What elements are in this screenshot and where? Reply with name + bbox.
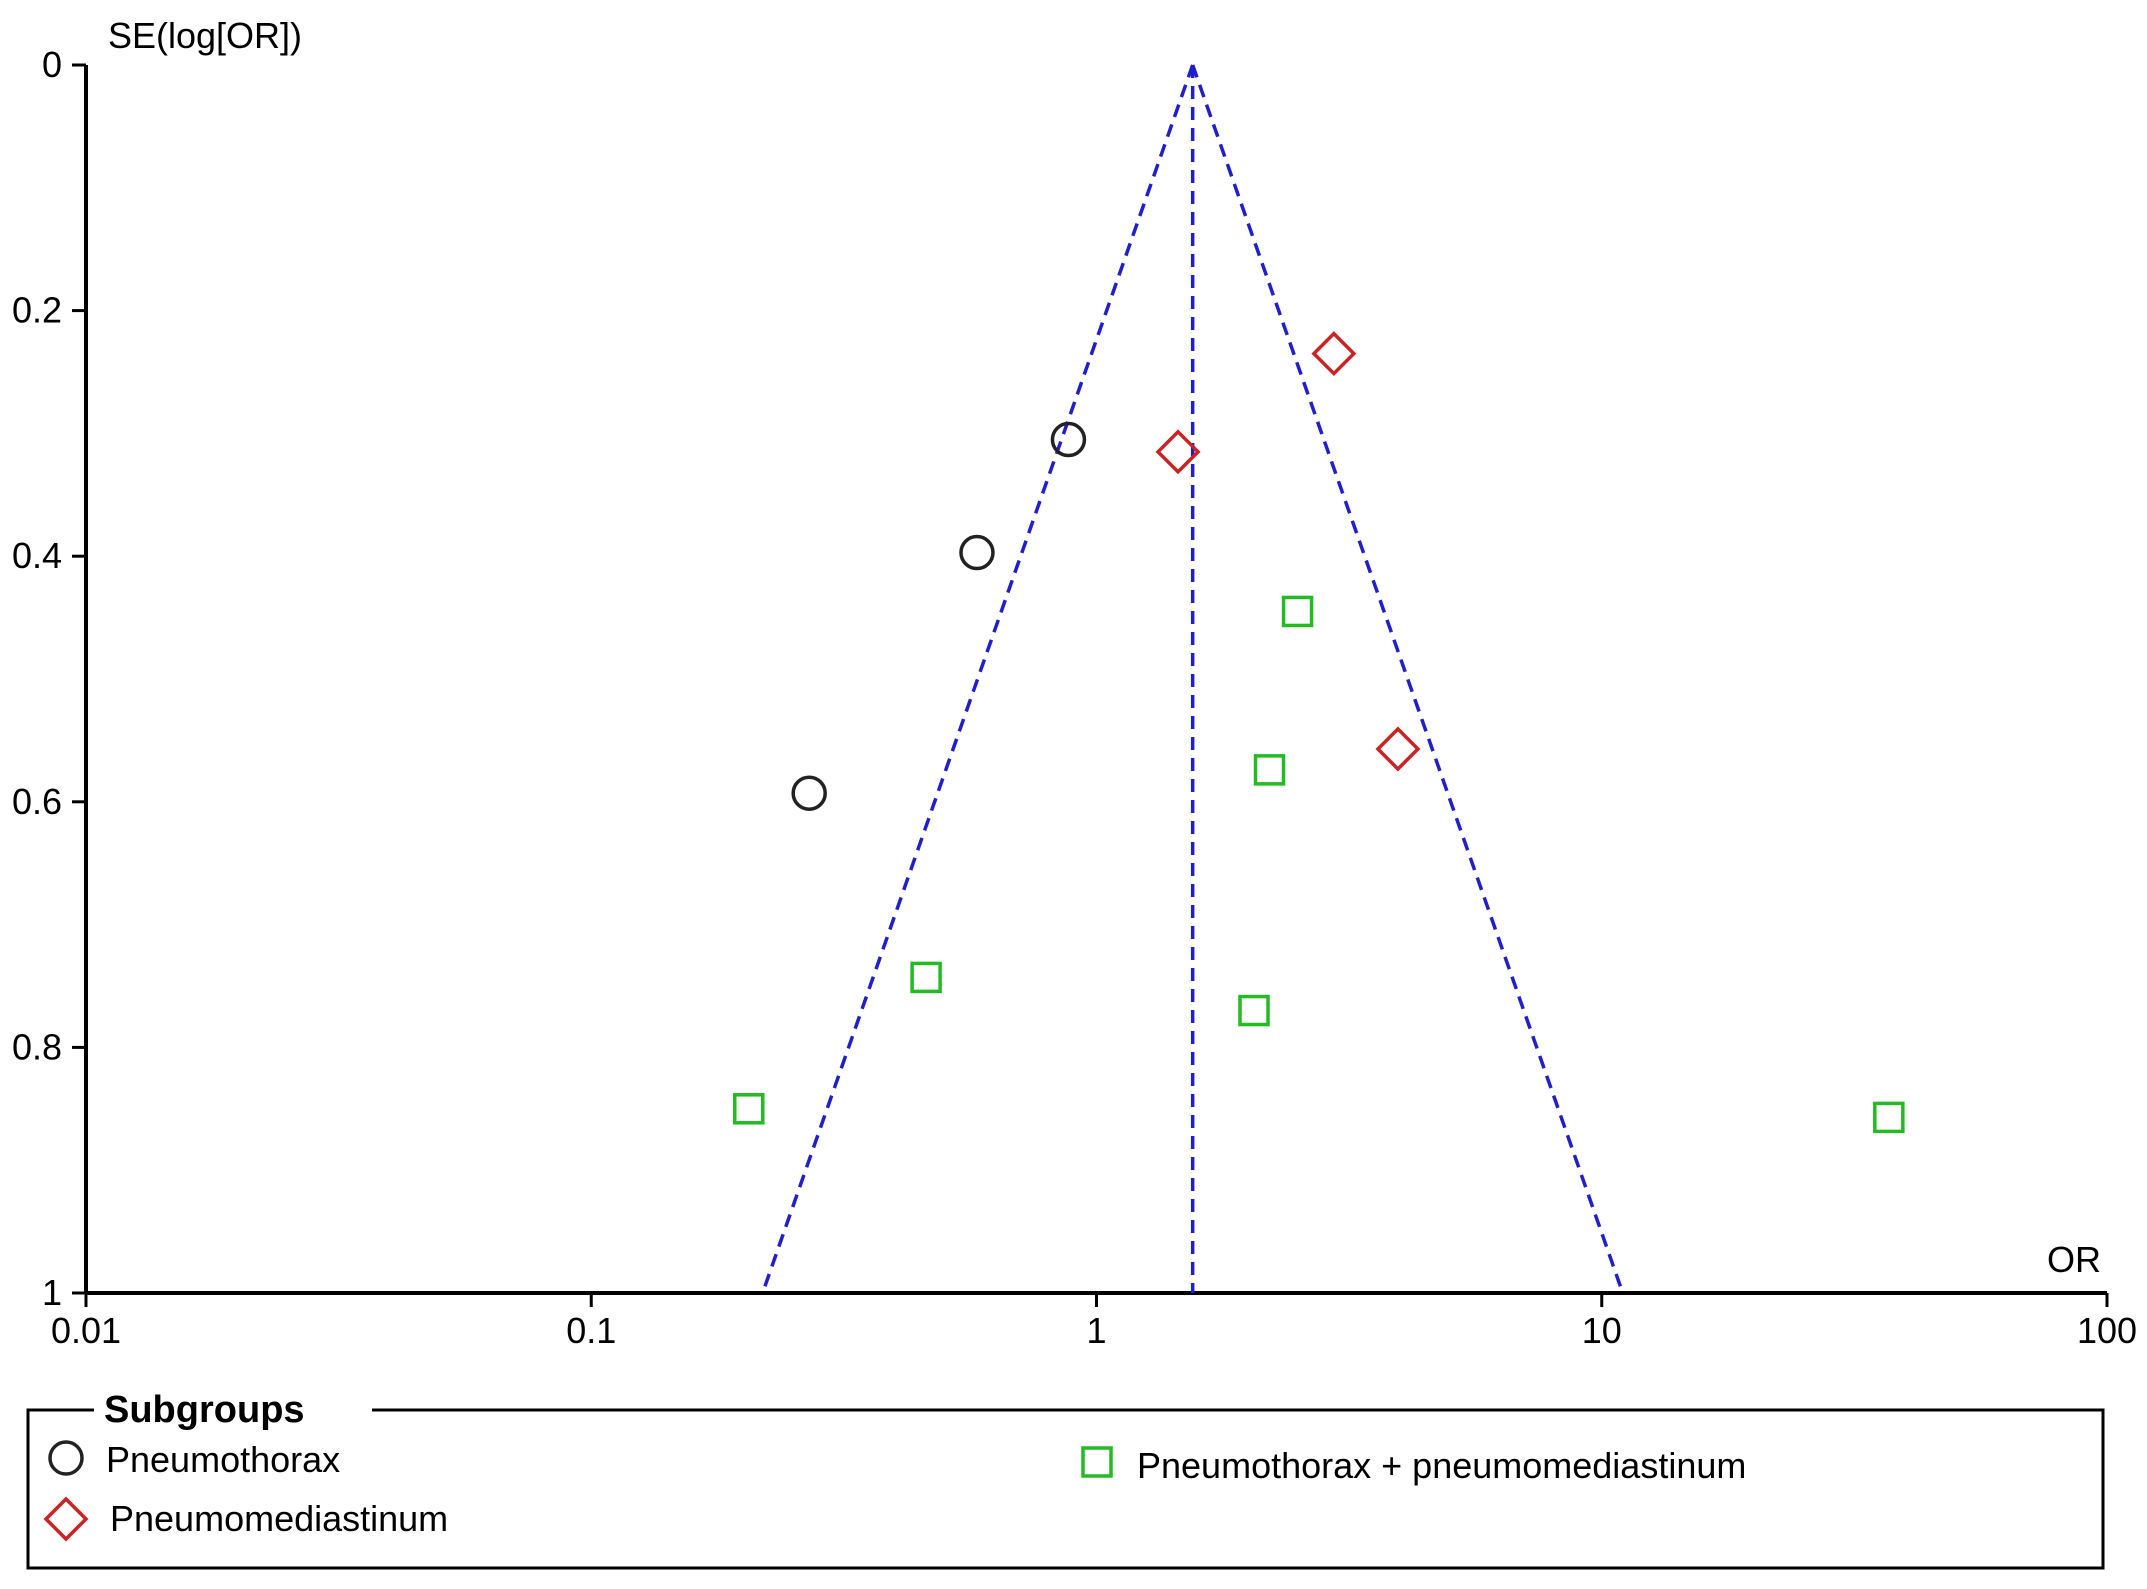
funnel-upper-limit-line [1191, 64, 1625, 1294]
data-point-square [1873, 1101, 1905, 1134]
y-tick-label: 0 [42, 44, 62, 85]
x-ticks: 0.01 0.1 1 10 100 [51, 1293, 2137, 1351]
data-point-square [733, 1093, 765, 1125]
data-point-diamond [1375, 726, 1421, 772]
x-tick-label: 1 [1086, 1310, 1106, 1351]
funnel-lower-limit-line [760, 64, 1195, 1294]
legend: Subgroups PneumothoraxPneumomediastinumP… [26, 1389, 2105, 1570]
x-tick-label: 100 [2077, 1310, 2137, 1351]
data-points [733, 331, 1905, 1134]
y-ticks: 0 0.2 0.4 0.6 0.8 1 [12, 44, 86, 1313]
x-tick-label: 0.01 [51, 1310, 121, 1351]
legend-marker-circle [48, 1440, 84, 1476]
legend-items: Pneumothorax Pneumomediastinum Pneumothora… [43, 1439, 1746, 1542]
data-point-square [1238, 994, 1270, 1027]
y-tick-label: 0.8 [12, 1026, 62, 1067]
x-axis-title: OR [2047, 1239, 2101, 1280]
y-tick-label: 0.2 [12, 290, 62, 331]
data-point-circle [959, 534, 995, 571]
data-point-diamond [1311, 331, 1357, 377]
x-tick-label: 0.1 [566, 1310, 616, 1351]
funnel-lines [760, 64, 1625, 1294]
y-tick-label: 0.6 [12, 781, 62, 822]
data-point-square [1253, 754, 1286, 786]
y-tick-label: 1 [42, 1272, 62, 1313]
legend-label: Pneumomediastinum [110, 1498, 448, 1539]
data-point-square [1281, 595, 1314, 628]
legend-marker-diamond [43, 1496, 89, 1542]
axes [84, 65, 2107, 1295]
legend-label: Pneumothorax [106, 1439, 340, 1480]
x-tick-label: 10 [1582, 1310, 1622, 1351]
legend-title: Subgroups [104, 1389, 305, 1431]
data-point-square [910, 961, 942, 994]
y-axis-title: SE(log[OR]) [108, 15, 302, 56]
legend-label: Pneumothorax + pneumomediastinum [1137, 1445, 1746, 1486]
data-point-circle [1050, 421, 1087, 458]
legend-frame [26, 1408, 2105, 1570]
data-point-diamond [1155, 429, 1201, 475]
data-point-circle [791, 775, 827, 811]
y-tick-label: 0.4 [12, 535, 62, 576]
legend-marker-square [1081, 1446, 1113, 1478]
